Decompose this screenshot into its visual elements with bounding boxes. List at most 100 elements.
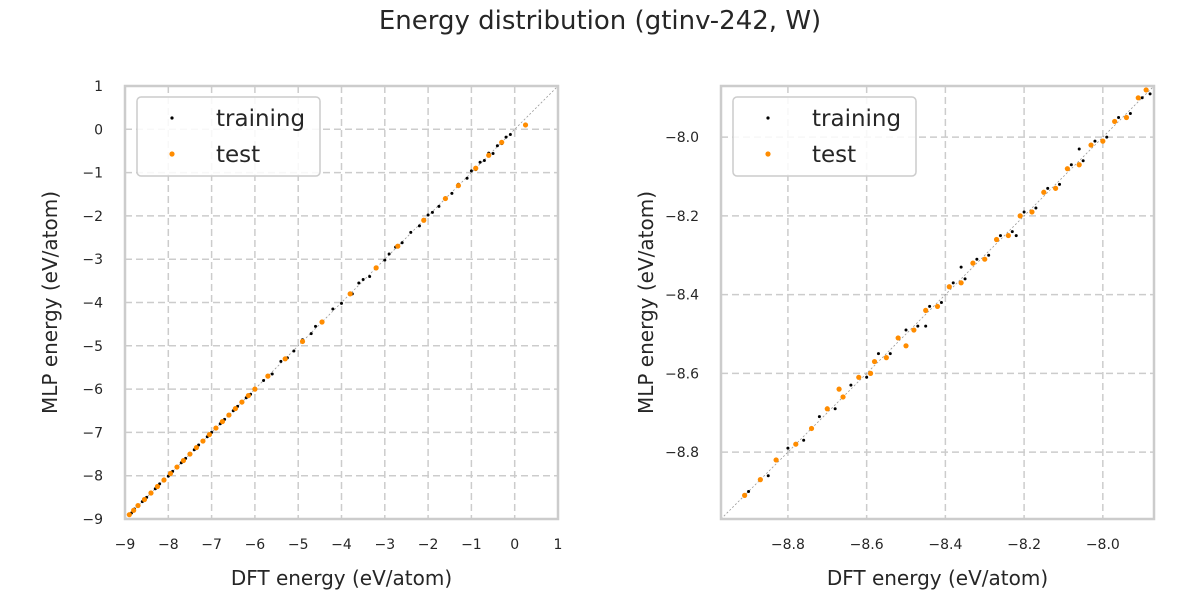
point-test: [793, 441, 799, 447]
point-training: [1058, 182, 1062, 186]
legend-label-training: training: [812, 106, 901, 132]
point-test: [373, 265, 379, 271]
point-test: [757, 477, 763, 483]
legend-box: [136, 96, 321, 177]
point-test: [1143, 87, 1149, 93]
point-training: [987, 253, 991, 257]
x-tick-label: −8.2: [1007, 537, 1041, 553]
point-training: [959, 265, 963, 269]
point-test: [522, 122, 529, 128]
y-tick-label: 1: [94, 79, 103, 95]
y-tick-label: −7: [82, 425, 103, 441]
point-test: [486, 152, 492, 158]
y-tick-label: −3: [82, 252, 103, 268]
point-training: [387, 252, 391, 256]
point-test: [773, 457, 779, 463]
point-test: [1135, 95, 1141, 101]
point-training: [833, 407, 837, 411]
point-test: [958, 280, 964, 286]
point-test: [232, 405, 239, 412]
point-test: [282, 356, 288, 362]
point-test: [1088, 142, 1094, 148]
plot-frame: [719, 84, 1156, 521]
point-training: [331, 307, 335, 311]
point-test: [148, 490, 154, 496]
point-training: [1140, 96, 1144, 100]
plot-1: −9 −8 −7 −6 −5 −4 −3 −2 −1 0 1 −9 −8 −7 −6 −5 −4 −3 −2 −1 0 1…: [38, 79, 562, 590]
x-tick-label: −9: [115, 537, 136, 553]
y-tick-label: −5: [82, 339, 103, 355]
point-test: [455, 182, 462, 189]
plot-frame: [123, 84, 560, 521]
point-training: [426, 213, 430, 217]
x-tick-label: −8.4: [928, 537, 962, 553]
point-test: [239, 399, 245, 405]
x-tick-label: −8: [158, 537, 179, 553]
point-test: [180, 457, 187, 464]
point-training: [849, 383, 853, 387]
legend-box: [732, 96, 917, 177]
point-test: [871, 358, 878, 365]
point-training: [400, 241, 404, 245]
point-training: [361, 278, 365, 282]
x-tick-label: −6: [245, 537, 266, 553]
point-training: [747, 489, 751, 493]
point-test: [970, 260, 976, 266]
point-test: [245, 392, 252, 399]
point-training: [450, 191, 454, 195]
point-test: [442, 195, 449, 202]
point-training: [409, 230, 413, 234]
point-training: [491, 152, 495, 156]
point-test: [265, 373, 271, 379]
y-axis-label: MLP energy (eV/atom): [634, 191, 658, 414]
y-tick-label: −8.4: [665, 288, 699, 304]
y-axis-label: MLP energy (eV/atom): [38, 191, 62, 414]
y-tick-label: 0: [94, 122, 103, 138]
x-tick-label: −5: [288, 537, 309, 553]
point-training: [1046, 186, 1050, 190]
x-tick-label: −3: [374, 537, 395, 553]
point-test: [135, 502, 141, 509]
point-training: [951, 281, 955, 285]
point-training: [340, 301, 343, 305]
point-test: [193, 444, 200, 451]
point-training: [998, 234, 1002, 238]
point-training: [1117, 115, 1121, 119]
y-tick-label: −4: [82, 296, 103, 312]
legend-label-test: test: [216, 142, 260, 168]
legend-marker-training: [766, 116, 770, 120]
legend-marker-training: [170, 116, 174, 120]
point-training: [314, 324, 318, 328]
point-test: [1041, 189, 1047, 195]
point-training: [1081, 159, 1085, 163]
point-training: [1105, 135, 1109, 139]
point-test: [1052, 185, 1059, 191]
point-test: [1005, 232, 1011, 239]
point-training: [292, 349, 296, 353]
legend-label-training: training: [216, 106, 305, 132]
point-training: [1093, 139, 1097, 143]
y-tick-label: −6: [82, 382, 103, 398]
point-test: [1076, 162, 1082, 168]
plot-2: −8.8 −8.6 −8.4 −8.2 −8.0 −8.8 −8.6 −8.4 −8.2 −8.0…: [634, 84, 1156, 590]
point-test: [946, 284, 952, 290]
point-test: [319, 319, 325, 325]
x-tick-label: −8.6: [850, 537, 884, 553]
point-training: [904, 328, 908, 332]
point-test: [1100, 138, 1106, 144]
x-axis-label: DFT energy (eV/atom): [827, 566, 1048, 590]
point-training: [876, 352, 880, 356]
point-test: [923, 307, 929, 313]
point-training: [1077, 147, 1081, 151]
x-tick-label: 1: [554, 537, 563, 553]
point-training: [1010, 230, 1014, 234]
point-training: [383, 258, 387, 262]
point-test: [131, 507, 137, 513]
point-training: [368, 275, 372, 279]
point-training: [924, 324, 928, 328]
point-training: [469, 169, 473, 173]
point-training: [802, 438, 806, 442]
legend-marker-test: [169, 151, 175, 157]
x-tick-label: −7: [201, 537, 222, 553]
